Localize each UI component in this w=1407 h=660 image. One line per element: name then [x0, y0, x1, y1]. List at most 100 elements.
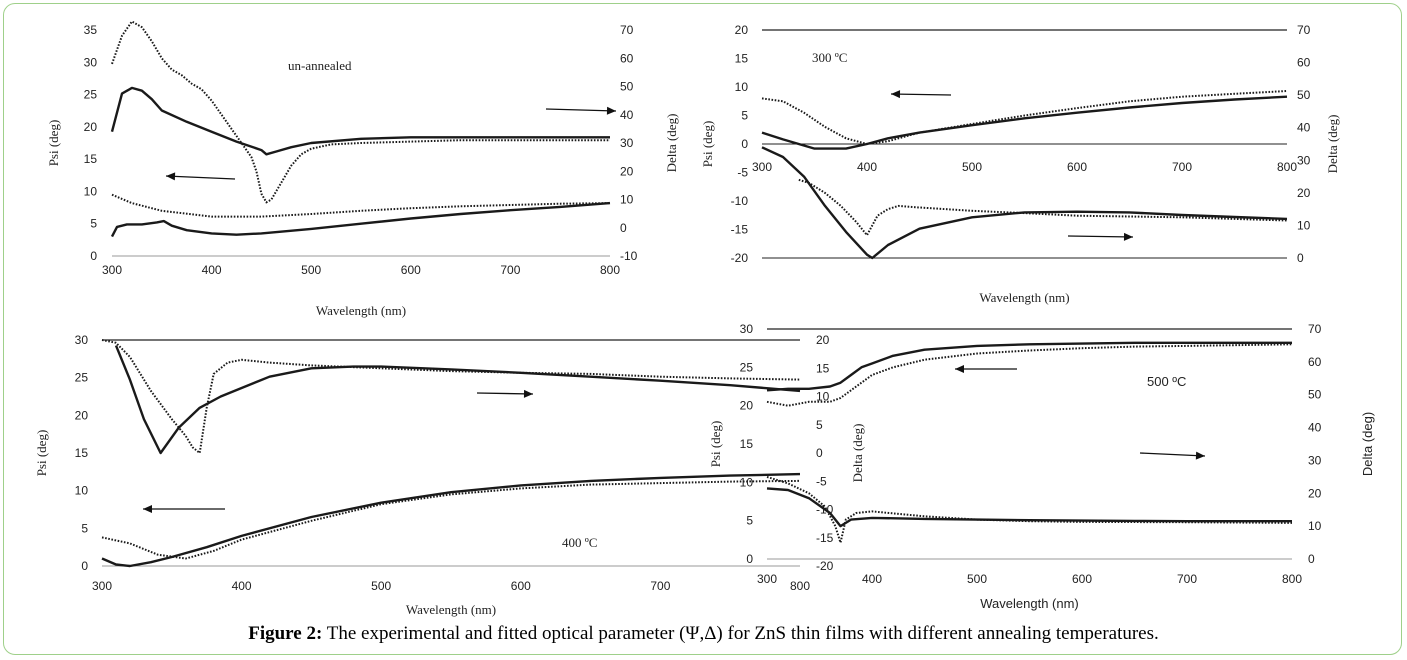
500c-x-tick-label: 400 [862, 572, 882, 586]
chart-panel-unannealed: 300 400 500 600 700 800 0 5 10 15 20 25 30 35 -10 0 10 20… [46, 20, 679, 318]
300c-left-tick-label: -5 [737, 166, 748, 180]
500c-right-tick-label: 60 [1308, 355, 1322, 369]
300c-left-tick-label: -20 [731, 251, 749, 265]
unannealed-x-tick-label: 600 [401, 263, 421, 277]
300c-left-tick-label: -10 [731, 194, 749, 208]
300c-right-tick-label: 50 [1297, 88, 1311, 102]
400c-right-tick-label: -20 [816, 559, 834, 573]
400c-xlabel: Wavelength (nm) [406, 602, 496, 617]
500c-left-tick-label: 30 [740, 322, 754, 336]
500c-right-tick-label: 20 [1308, 486, 1322, 500]
400c-left-tick-label: 0 [81, 559, 88, 573]
300c-left-tick-label: 15 [735, 52, 749, 66]
400c-left-tick-label: 30 [75, 333, 89, 347]
300c-series-left-solid [761, 95, 1288, 150]
unannealed-arrow-left [165, 172, 236, 181]
400c-ylabel-left: Psi (deg) [34, 430, 49, 477]
400c-series-left-solid [101, 472, 801, 568]
500c-x-tick-label: 300 [757, 572, 777, 586]
500c-left-tick-label: 5 [746, 514, 753, 528]
500c-ylabel-left: Psi (deg) [708, 421, 723, 468]
400c-right-tick-label: 15 [816, 361, 830, 375]
400c-right-tick-label: 5 [816, 418, 823, 432]
unannealed-x-tick-label: 400 [202, 263, 222, 277]
unannealed-series-right-dotted [111, 20, 610, 204]
400c-annotation: 400 ºC [562, 535, 597, 550]
500c-right-tick-label: 10 [1308, 519, 1322, 533]
500c-right-tick-label: 70 [1308, 322, 1322, 336]
500c-left-tick-label: 20 [740, 399, 754, 413]
400c-ylabel-right: Delta (deg) [850, 424, 865, 483]
unannealed-right-tick-label: 10 [620, 193, 634, 207]
400c-series-left-dotted [101, 479, 801, 560]
500c-x-tick-label: 600 [1072, 572, 1092, 586]
400c-series-right-solid [114, 345, 801, 455]
300c-ylabel-left: Psi (deg) [700, 121, 715, 168]
300c-arrow-left [890, 90, 952, 99]
unannealed-right-tick-label: -10 [620, 249, 638, 263]
unannealed-annotation: un-annealed [288, 58, 352, 73]
300c-right-tick-label: 20 [1297, 186, 1311, 200]
300c-ylabel-right: Delta (deg) [1325, 115, 1340, 174]
500c-left-tick-label: 25 [740, 360, 754, 374]
300c-x-tick-label: 800 [1277, 160, 1297, 174]
unannealed-right-tick-label: 60 [620, 51, 634, 65]
400c-x-tick-label: 600 [511, 579, 531, 593]
300c-x-tick-label: 500 [962, 160, 982, 174]
500c-x-tick-label: 700 [1177, 572, 1197, 586]
chart-panel-500c: 300 400 500 600 700 8000510152025300102030405… [708, 322, 1375, 611]
unannealed-x-tick-label: 500 [301, 263, 321, 277]
chart-panel-300c: 300 400 500 600 700 800 -20 -15 -10 -5 0 5 10 15 20 0 10… [700, 23, 1340, 305]
500c-series-left-solid [766, 341, 1292, 392]
500c-x-tick-label: 800 [1282, 572, 1302, 586]
300c-right-tick-label: 40 [1297, 121, 1311, 135]
unannealed-left-tick-label: 30 [84, 55, 98, 69]
unannealed-right-tick-label: 70 [620, 23, 634, 37]
caption-text: The experimental and fitted optical para… [326, 623, 1159, 644]
figure-caption: Figure 2: The experimental and fitted op… [0, 623, 1407, 645]
300c-left-tick-label: -15 [731, 223, 749, 237]
unannealed-left-tick-label: 20 [84, 120, 98, 134]
unannealed-series-right-solid [110, 86, 610, 156]
unannealed-right-tick-label: 50 [620, 80, 634, 94]
500c-left-tick-label: 0 [746, 552, 753, 566]
unannealed-series-left-dotted [111, 193, 611, 218]
300c-right-tick-label: 30 [1297, 153, 1311, 167]
unannealed-right-tick-label: 20 [620, 164, 634, 178]
300c-x-tick-label: 300 [752, 160, 772, 174]
400c-left-tick-label: 25 [75, 371, 89, 385]
300c-left-tick-label: 20 [735, 23, 749, 37]
500c-left-tick-label: 10 [740, 475, 754, 489]
300c-arrow-right [1067, 232, 1134, 241]
500c-left-tick-label: 15 [740, 437, 754, 451]
unannealed-left-tick-label: 5 [90, 217, 97, 231]
unannealed-arrow-right [545, 106, 617, 115]
unannealed-right-tick-label: 0 [620, 221, 627, 235]
300c-x-tick-label: 700 [1172, 160, 1192, 174]
300c-left-tick-label: 10 [735, 80, 749, 94]
unannealed-left-tick-label: 15 [84, 152, 98, 166]
300c-right-tick-label: 60 [1297, 56, 1311, 70]
400c-right-tick-label: 10 [816, 390, 830, 404]
400c-x-tick-label: 300 [92, 579, 112, 593]
300c-right-tick-label: 0 [1297, 251, 1304, 265]
400c-arrow-left [143, 505, 225, 513]
400c-x-tick-label: 400 [232, 579, 252, 593]
500c-annotation: 500 ºC [1147, 374, 1186, 389]
figure-frame [3, 3, 1402, 655]
unannealed-x-tick-label: 700 [500, 263, 520, 277]
300c-x-tick-label: 400 [857, 160, 877, 174]
unannealed-right-tick-label: 40 [620, 108, 634, 122]
300c-annotation: 300 ºC [812, 50, 847, 65]
unannealed-ylabel-right: Delta (deg) [664, 114, 679, 173]
500c-series-right-dotted [766, 475, 1293, 547]
500c-series-left-dotted [766, 343, 1293, 407]
400c-left-tick-label: 5 [81, 521, 88, 535]
500c-arrow-right [1139, 451, 1206, 460]
500c-arrow-left [955, 365, 1017, 373]
unannealed-series-left-solid [110, 201, 611, 238]
500c-right-tick-label: 0 [1308, 552, 1315, 566]
caption-label: Figure 2: [248, 623, 323, 644]
500c-right-tick-label: 40 [1308, 421, 1322, 435]
400c-series-right-dotted [101, 339, 801, 455]
